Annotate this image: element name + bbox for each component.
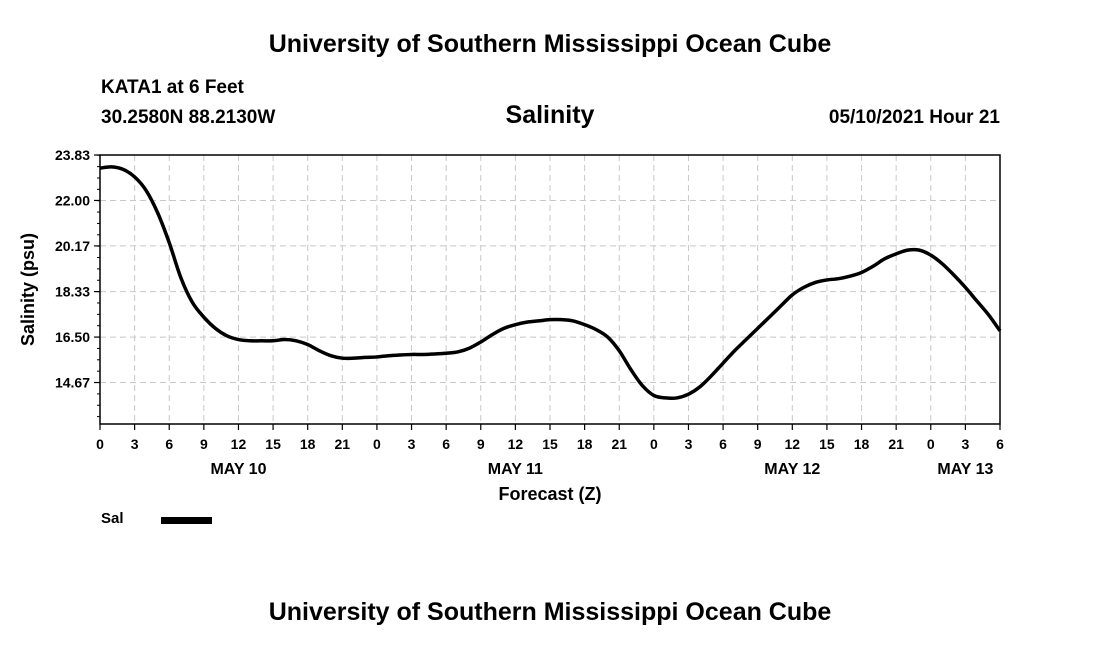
x-tick-label: 6 [165, 436, 173, 452]
x-tick-label: 6 [996, 436, 1004, 452]
x-tick-label: 0 [650, 436, 658, 452]
x-tick-label: 15 [542, 436, 558, 452]
date-label: MAY 10 [210, 461, 266, 478]
x-tick-label: 12 [508, 436, 524, 452]
x-tick-label: 3 [685, 436, 693, 452]
x-tick-label: 9 [754, 436, 762, 452]
x-tick-label: 3 [131, 436, 139, 452]
x-tick-label: 18 [300, 436, 316, 452]
x-tick-label: 9 [477, 436, 485, 452]
x-tick-label: 9 [200, 436, 208, 452]
x-axis-label: Forecast (Z) [498, 484, 601, 504]
page-title: University of Southern Mississippi Ocean… [268, 30, 832, 58]
date-label: MAY 12 [764, 461, 820, 478]
x-tick-label: 21 [335, 436, 351, 452]
station-coordinates: 30.2580N 88.2130W [101, 107, 276, 128]
series-line-sal [99, 165, 1002, 401]
date-label: MAY 11 [488, 461, 543, 478]
x-tick-label: 3 [408, 436, 416, 452]
x-tick-label: 18 [577, 436, 593, 452]
y-tick-label: 18.33 [55, 284, 90, 300]
x-tick-label: 15 [265, 436, 281, 452]
legend-label: Sal [101, 510, 124, 527]
y-tick-label: 23.83 [55, 147, 90, 163]
y-tick-label: 22.00 [55, 192, 90, 208]
x-tick-label: 6 [719, 436, 727, 452]
issued-timestamp: 05/10/2021 Hour 21 [828, 107, 1000, 128]
station-label: KATA1 at 6 Feet [101, 77, 244, 98]
x-tick-label: 12 [231, 436, 247, 452]
x-tick-label: 21 [611, 436, 627, 452]
date-label: MAY 13 [937, 461, 993, 478]
x-tick-label: 21 [888, 436, 904, 452]
legend-line-swatch [161, 517, 212, 524]
x-tick-label: 0 [96, 436, 104, 452]
x-tick-label: 15 [819, 436, 835, 452]
x-tick-label: 12 [785, 436, 801, 452]
footer-title: University of Southern Mississippi Ocean… [268, 598, 832, 626]
x-tick-label: 3 [961, 436, 969, 452]
chart-title: Salinity [505, 101, 595, 129]
x-tick-label: 18 [854, 436, 870, 452]
x-tick-label: 0 [927, 436, 935, 452]
x-tick-label: 0 [373, 436, 381, 452]
y-tick-label: 20.17 [55, 238, 90, 254]
y-tick-label: 14.67 [55, 375, 90, 391]
y-axis-label: Salinity (psu) [18, 233, 38, 346]
x-tick-label: 6 [442, 436, 450, 452]
y-tick-label: 16.50 [55, 329, 90, 345]
